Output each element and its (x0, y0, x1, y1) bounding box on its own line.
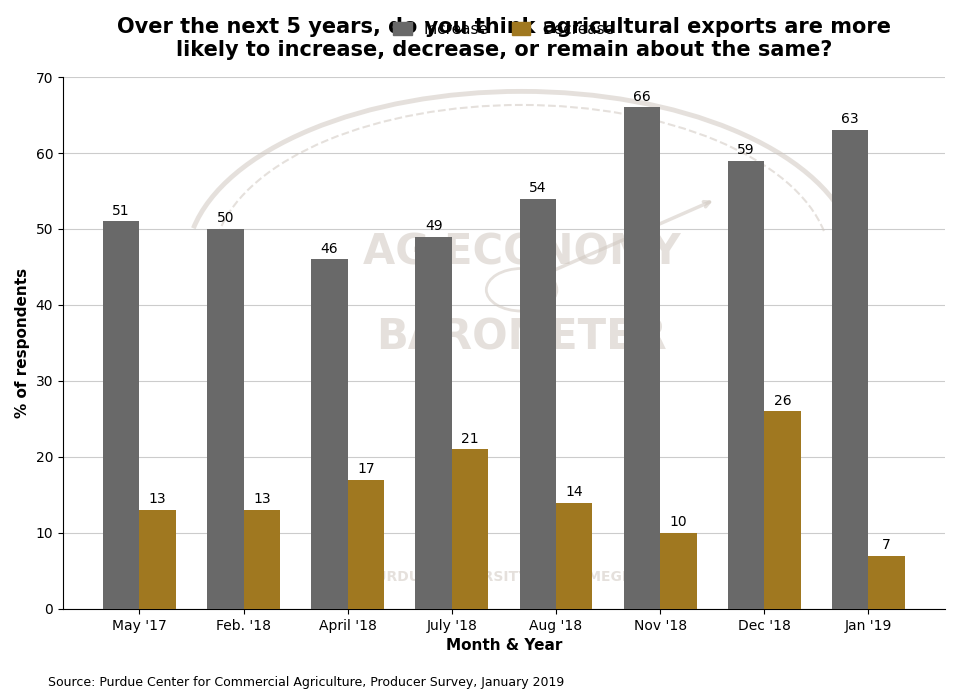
Text: Source: Purdue Center for Commercial Agriculture, Producer Survey, January 2019: Source: Purdue Center for Commercial Agr… (48, 676, 564, 689)
Text: BAROMETER: BAROMETER (376, 317, 667, 358)
Bar (416, 237, 452, 609)
Text: 17: 17 (357, 462, 374, 476)
Bar (311, 260, 348, 609)
Text: 21: 21 (462, 432, 479, 445)
Bar (832, 130, 869, 609)
Text: 26: 26 (774, 393, 791, 408)
Title: Over the next 5 years, do you think agricultural exports are more
likely to incr: Over the next 5 years, do you think agri… (117, 17, 891, 60)
Y-axis label: % of respondents: % of respondents (15, 268, 30, 418)
Text: 46: 46 (321, 242, 338, 255)
Bar (207, 229, 244, 609)
Text: 7: 7 (882, 538, 891, 552)
Text: 13: 13 (253, 492, 271, 506)
Text: PURDUE UNIVERSITY          CMEGRP: PURDUE UNIVERSITY CMEGRP (365, 570, 643, 584)
X-axis label: Month & Year: Month & Year (445, 638, 563, 653)
Text: 59: 59 (737, 143, 755, 157)
Text: 14: 14 (565, 484, 583, 499)
Text: 54: 54 (529, 181, 546, 195)
Text: 10: 10 (669, 515, 687, 529)
Bar (624, 107, 660, 609)
Bar (660, 533, 697, 609)
Text: 51: 51 (112, 204, 130, 218)
Bar (764, 411, 801, 609)
Bar (728, 161, 764, 609)
Text: 63: 63 (841, 113, 859, 127)
Text: AG ECONOMY: AG ECONOMY (363, 232, 681, 274)
Bar (348, 480, 384, 609)
Text: 50: 50 (217, 211, 234, 226)
Bar (556, 503, 592, 609)
Text: 66: 66 (633, 90, 651, 104)
Bar (519, 198, 556, 609)
Bar (103, 221, 139, 609)
Text: 49: 49 (425, 219, 443, 232)
Bar (244, 510, 280, 609)
Bar (869, 555, 905, 609)
Bar (452, 450, 489, 609)
Bar (139, 510, 176, 609)
Legend: Increase, Decrease: Increase, Decrease (387, 15, 620, 43)
Text: 13: 13 (149, 492, 166, 506)
